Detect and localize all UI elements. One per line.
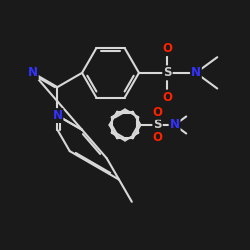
Text: N: N bbox=[28, 66, 38, 79]
Text: S: S bbox=[163, 66, 172, 79]
Text: N: N bbox=[52, 109, 62, 122]
Text: N: N bbox=[191, 66, 201, 79]
Text: O: O bbox=[152, 106, 162, 119]
Text: S: S bbox=[153, 118, 162, 132]
Text: O: O bbox=[152, 131, 162, 144]
Text: O: O bbox=[162, 90, 172, 104]
Text: N: N bbox=[170, 118, 179, 132]
Text: O: O bbox=[162, 42, 172, 55]
